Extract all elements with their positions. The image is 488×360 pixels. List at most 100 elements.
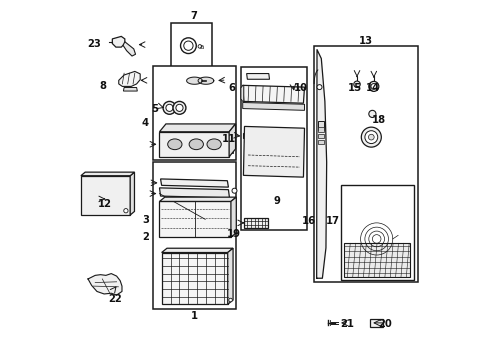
Text: 19: 19 [226, 229, 241, 239]
Bar [153, 66, 235, 160]
Bar [247, 141, 249, 143]
Circle shape [353, 81, 360, 87]
Circle shape [180, 38, 196, 54]
Text: 2: 2 [142, 232, 148, 242]
Bar [130, 182, 134, 185]
Ellipse shape [189, 139, 203, 150]
Polygon shape [242, 85, 304, 103]
Bar [317, 140, 324, 144]
Polygon shape [343, 243, 409, 277]
Polygon shape [246, 73, 269, 79]
Text: 13: 13 [358, 36, 372, 46]
Text: 17: 17 [325, 216, 340, 226]
Bar [317, 127, 324, 132]
Text: 14: 14 [365, 83, 380, 93]
Circle shape [316, 85, 322, 90]
Bar [130, 193, 134, 195]
Circle shape [198, 45, 201, 48]
Circle shape [367, 134, 373, 140]
Bar [229, 150, 232, 153]
Bar [250, 141, 252, 143]
Polygon shape [243, 126, 304, 177]
Bar [261, 141, 263, 143]
Bar [153, 162, 235, 309]
Polygon shape [81, 176, 130, 215]
Polygon shape [162, 248, 233, 252]
Polygon shape [81, 172, 134, 176]
Polygon shape [160, 179, 228, 187]
Ellipse shape [206, 139, 221, 150]
Polygon shape [198, 77, 213, 84]
Text: 23: 23 [87, 39, 101, 49]
Polygon shape [123, 87, 137, 91]
Text: 1: 1 [190, 311, 198, 321]
Text: 10: 10 [293, 83, 307, 93]
Bar [255, 141, 258, 143]
Text: 8: 8 [100, 81, 106, 91]
Text: 11: 11 [221, 134, 235, 144]
Circle shape [176, 104, 183, 111]
Text: 5: 5 [151, 104, 158, 113]
Bar [241, 67, 306, 230]
Circle shape [368, 81, 378, 91]
Text: 18: 18 [371, 115, 385, 125]
Circle shape [173, 102, 185, 114]
Polygon shape [316, 50, 326, 278]
Text: 4: 4 [142, 118, 148, 128]
Polygon shape [159, 124, 235, 132]
Text: 22: 22 [108, 294, 122, 303]
Bar [171, 23, 212, 69]
Polygon shape [186, 77, 202, 84]
Bar [369, 319, 382, 327]
Bar [253, 141, 255, 143]
Circle shape [231, 188, 237, 193]
Polygon shape [159, 132, 229, 157]
Text: 3: 3 [142, 215, 148, 225]
Polygon shape [264, 134, 272, 137]
Polygon shape [88, 274, 122, 295]
Text: 12: 12 [97, 199, 111, 209]
Polygon shape [119, 71, 140, 86]
Bar [244, 141, 246, 143]
Polygon shape [244, 218, 267, 228]
Circle shape [361, 127, 381, 147]
Text: 21: 21 [340, 319, 354, 329]
Circle shape [368, 111, 375, 117]
Polygon shape [227, 248, 233, 304]
Circle shape [165, 104, 173, 111]
Bar [313, 46, 417, 282]
Polygon shape [229, 124, 235, 157]
Polygon shape [159, 188, 229, 198]
Circle shape [370, 84, 376, 89]
Polygon shape [243, 133, 264, 138]
Circle shape [163, 102, 176, 114]
Polygon shape [230, 197, 236, 237]
Bar [258, 141, 261, 143]
Circle shape [364, 131, 377, 144]
Bar [340, 185, 413, 280]
Text: 20: 20 [378, 319, 392, 329]
Polygon shape [159, 197, 236, 202]
Circle shape [228, 298, 232, 302]
Ellipse shape [167, 139, 182, 150]
Bar [130, 203, 134, 206]
Text: 15: 15 [347, 83, 361, 93]
Polygon shape [159, 202, 230, 237]
Polygon shape [162, 252, 227, 304]
Bar [229, 133, 232, 136]
Polygon shape [123, 42, 135, 56]
Bar [317, 134, 324, 138]
Circle shape [183, 41, 193, 50]
Polygon shape [242, 103, 304, 111]
Polygon shape [241, 85, 244, 102]
Polygon shape [130, 172, 134, 215]
Text: 16: 16 [301, 216, 315, 226]
Bar [317, 121, 324, 130]
Text: 6: 6 [228, 83, 235, 93]
Text: 7: 7 [190, 11, 197, 21]
Circle shape [123, 208, 128, 213]
Polygon shape [112, 36, 124, 47]
Bar [229, 141, 232, 144]
Text: 9: 9 [273, 197, 280, 206]
Text: a: a [200, 44, 203, 50]
